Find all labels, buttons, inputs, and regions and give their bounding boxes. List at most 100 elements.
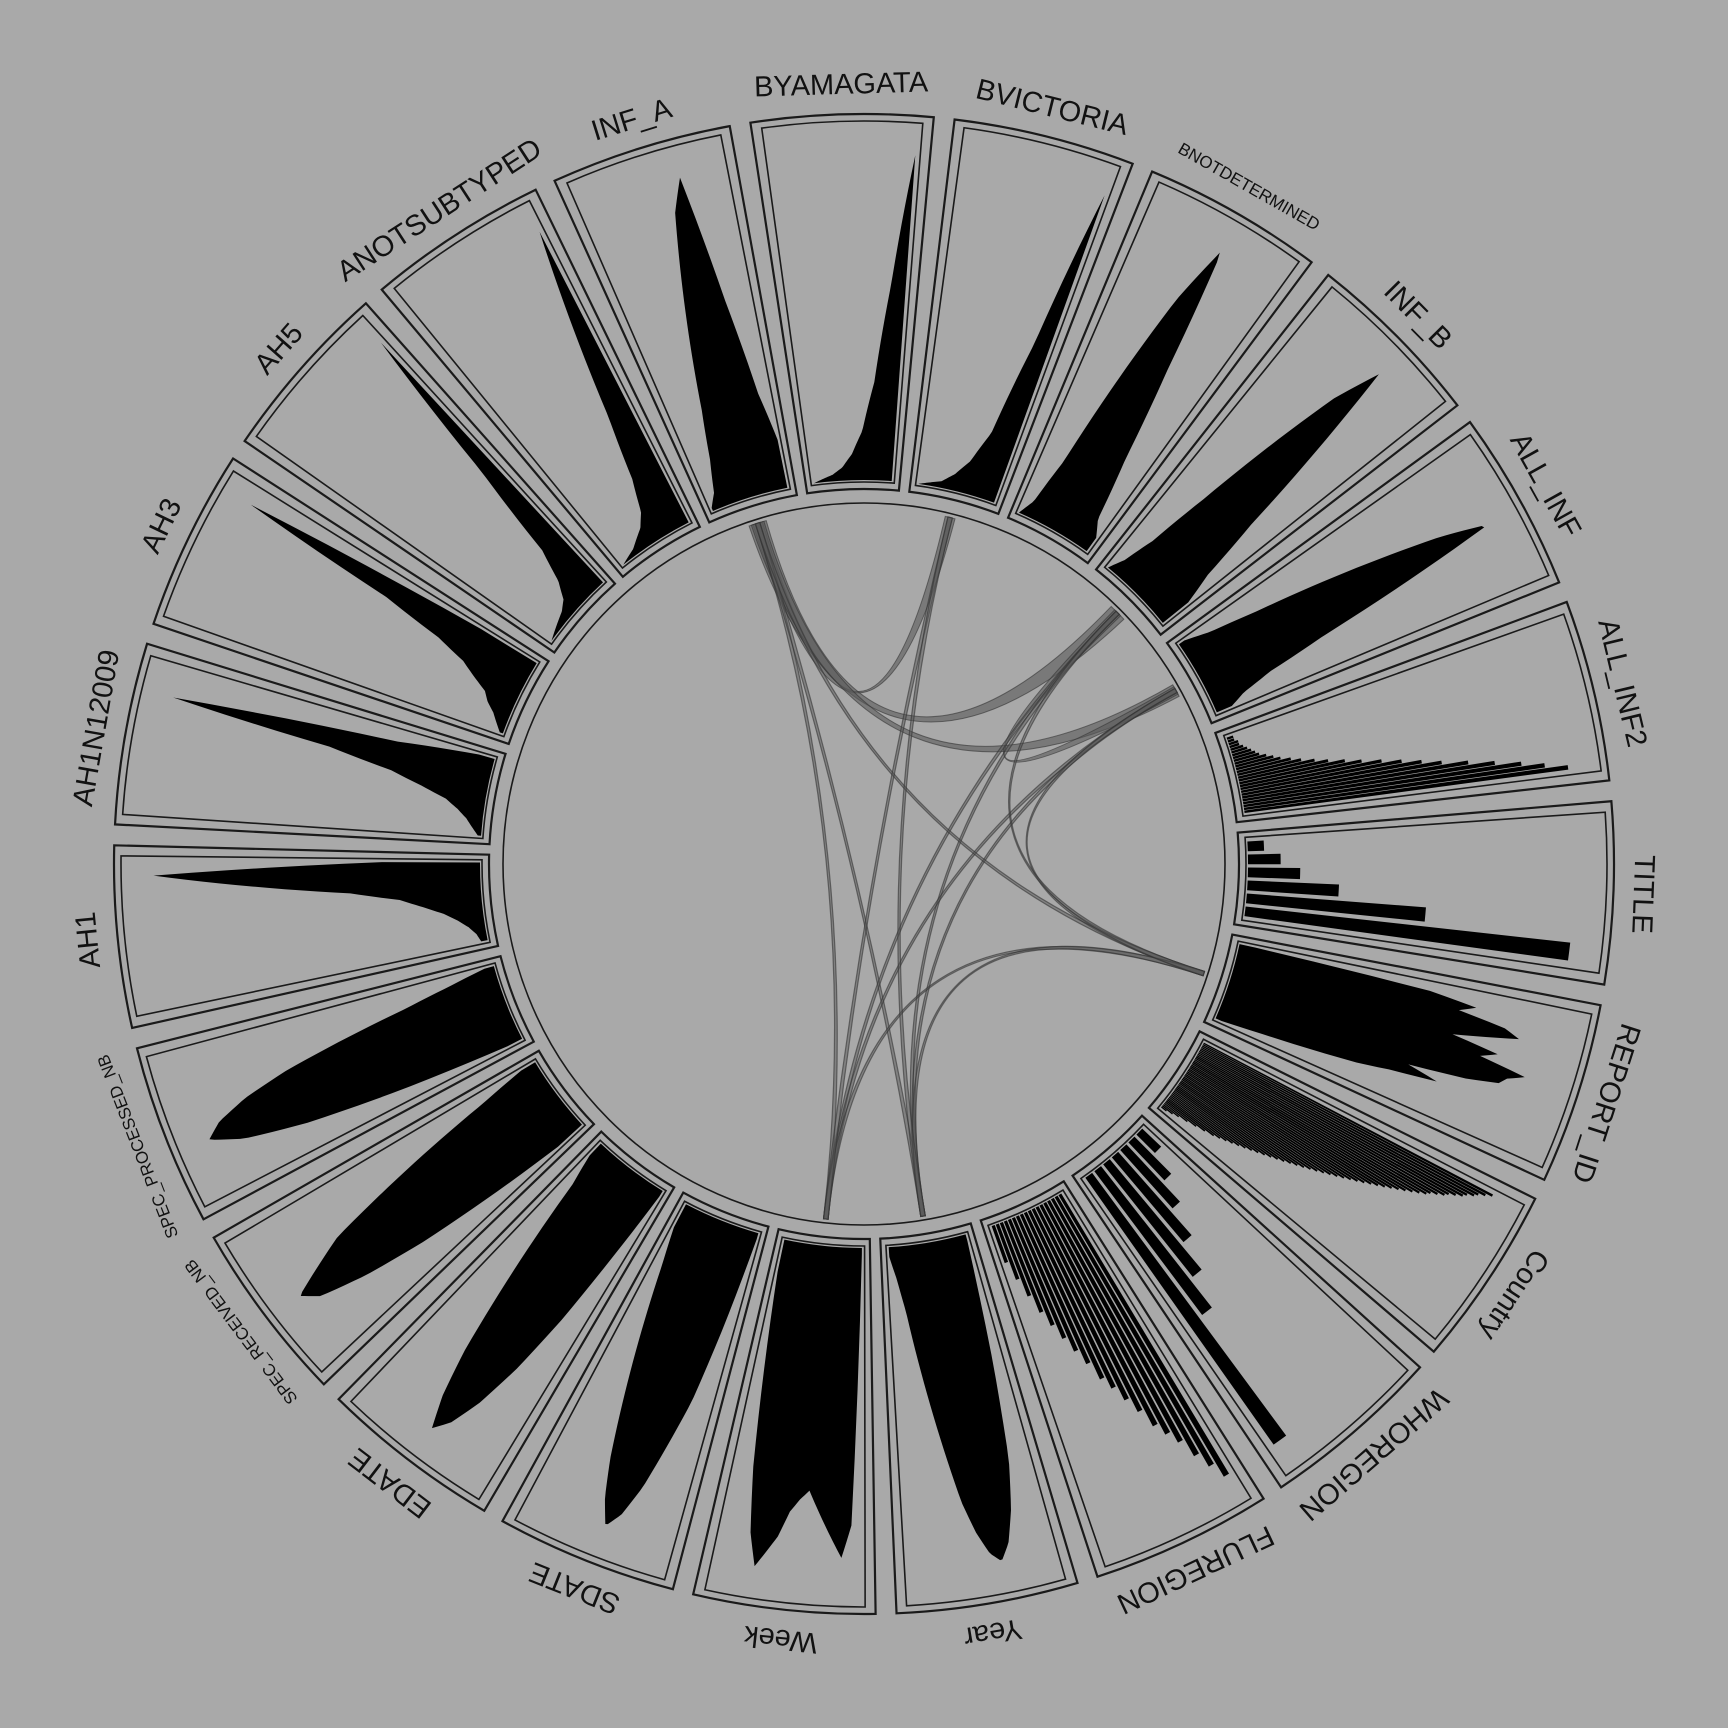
country-bar	[1199, 1049, 1464, 1197]
segment-frame	[152, 456, 551, 746]
segments-layer: TITLEREPORT_IDCountryWHOREGIONFLUREGIONY…	[67, 66, 1660, 1658]
segment-label-all-inf: ALL_INF	[1503, 427, 1587, 543]
byamagata-density	[813, 155, 916, 484]
segment-frame	[908, 118, 1135, 516]
segment-label-edate: EDATE	[343, 1441, 438, 1524]
segment-bnotdetermined: BNOTDETERMINED	[1006, 139, 1323, 565]
segment-label-byamagata: BYAMAGATA	[754, 66, 930, 103]
segment-inner-frame	[1156, 1038, 1526, 1341]
all-inf2-bar	[1228, 739, 1239, 746]
country-bar	[1177, 1083, 1292, 1165]
segment-label-inf-b: INF_B	[1377, 275, 1458, 356]
fluregion-bar	[1054, 1195, 1214, 1467]
fluregion-bar	[1031, 1208, 1129, 1401]
all-inf2-bar	[1229, 742, 1240, 749]
country-bar	[1195, 1056, 1432, 1195]
all-inf2-bar	[1235, 756, 1281, 771]
spec-received-nb-density	[300, 1062, 582, 1297]
fluregion-bar	[1047, 1199, 1183, 1443]
segment-frame	[212, 1049, 596, 1386]
segment-ah5: AH5	[243, 301, 617, 655]
link-inf-a-all-inf	[750, 520, 1180, 753]
segment-inner-frame	[1222, 613, 1603, 818]
all-inf2-bar	[1244, 765, 1569, 813]
segment-inner-frame	[885, 1230, 1067, 1607]
segment-inner-frame	[120, 855, 492, 1018]
segment-frame	[553, 124, 799, 524]
segment-inner-frame	[914, 126, 1122, 507]
all-inf2-bar	[1243, 761, 1522, 808]
whoregion-bar	[1111, 1151, 1192, 1243]
segment-frame	[135, 954, 536, 1221]
title-bar	[1244, 906, 1571, 961]
segment-inner-frame	[1240, 811, 1608, 975]
link-inf-b-report-id	[1008, 610, 1206, 977]
edate-density	[431, 1143, 663, 1429]
country-bar	[1165, 1100, 1206, 1132]
segment-inner-frame	[223, 1057, 587, 1374]
all-inf2-bar	[1233, 752, 1260, 763]
segment-inner-frame	[145, 962, 527, 1208]
ah1-density	[153, 862, 488, 942]
segment-frame	[1071, 1114, 1422, 1489]
country-bar	[1161, 1105, 1173, 1115]
country-bar	[1194, 1057, 1427, 1195]
segment-label-fluregion: FLUREGION	[1112, 1519, 1279, 1620]
segment-inner-frame	[1174, 433, 1550, 717]
segment-frame	[979, 1179, 1266, 1579]
country-bar	[1193, 1060, 1413, 1193]
all-inf2-bar	[1231, 748, 1252, 757]
all-inf2-bar	[1239, 759, 1362, 788]
all-inf2-bar	[1237, 758, 1302, 777]
segment-frame	[1006, 170, 1314, 565]
segment-inner-frame	[1079, 1123, 1409, 1477]
fluregion-bar	[1019, 1213, 1091, 1365]
fluregion-bar	[1011, 1217, 1067, 1339]
segment-frame	[1147, 1029, 1537, 1354]
country-bar	[1188, 1068, 1372, 1185]
segment-label-ah5: AH5	[248, 317, 309, 380]
all-inf2-bar	[1235, 755, 1274, 768]
country-bar	[1170, 1094, 1240, 1147]
segment-frame	[380, 188, 702, 579]
fluregion-bar	[999, 1222, 1032, 1297]
inner-circle	[502, 502, 1226, 1226]
country-bar	[1200, 1048, 1468, 1196]
fluregion-bar	[991, 1225, 1009, 1264]
segment-inner-frame	[349, 1139, 668, 1501]
segment-all-inf2: ALL_INF2	[1213, 600, 1653, 824]
segment-label-all-inf2: ALL_INF2	[1591, 616, 1652, 750]
country-bar	[1183, 1076, 1332, 1176]
country-bar	[1185, 1072, 1352, 1181]
segment-fluregion: FLUREGION	[979, 1179, 1279, 1620]
country-bar	[1160, 1106, 1167, 1112]
segment-label-year: Year	[961, 1612, 1024, 1653]
country-bar	[1190, 1064, 1393, 1189]
country-bar	[1177, 1085, 1285, 1162]
country-bar	[1182, 1077, 1325, 1174]
country-bar	[1173, 1090, 1259, 1154]
bnotdetermined-density	[1018, 252, 1220, 552]
all-inf2-bar	[1236, 757, 1292, 774]
country-bar	[1167, 1097, 1221, 1139]
fluregion-bar	[1003, 1220, 1044, 1313]
segment-frame	[500, 1191, 770, 1591]
country-bar	[1187, 1069, 1365, 1184]
country-bar	[1168, 1096, 1227, 1142]
country-bar	[1198, 1052, 1450, 1196]
segment-frame	[113, 642, 507, 846]
links-layer	[748, 515, 1206, 1220]
title-bar	[1247, 880, 1340, 897]
anotsubtyped-density	[539, 231, 689, 565]
all-inf2-bar	[1234, 753, 1267, 765]
country-bar	[1201, 1046, 1475, 1197]
segment-inner-frame	[1103, 285, 1447, 628]
segment-frame	[1213, 600, 1611, 824]
ah3-density	[250, 504, 537, 734]
segment-label-report-id: REPORT_ID	[1565, 1020, 1646, 1187]
segment-label-title: TITLE	[1625, 854, 1660, 934]
segment-inner-frame	[565, 133, 792, 515]
segment-inner-frame	[703, 1236, 866, 1608]
segment-label-ah3: AH3	[135, 494, 188, 559]
